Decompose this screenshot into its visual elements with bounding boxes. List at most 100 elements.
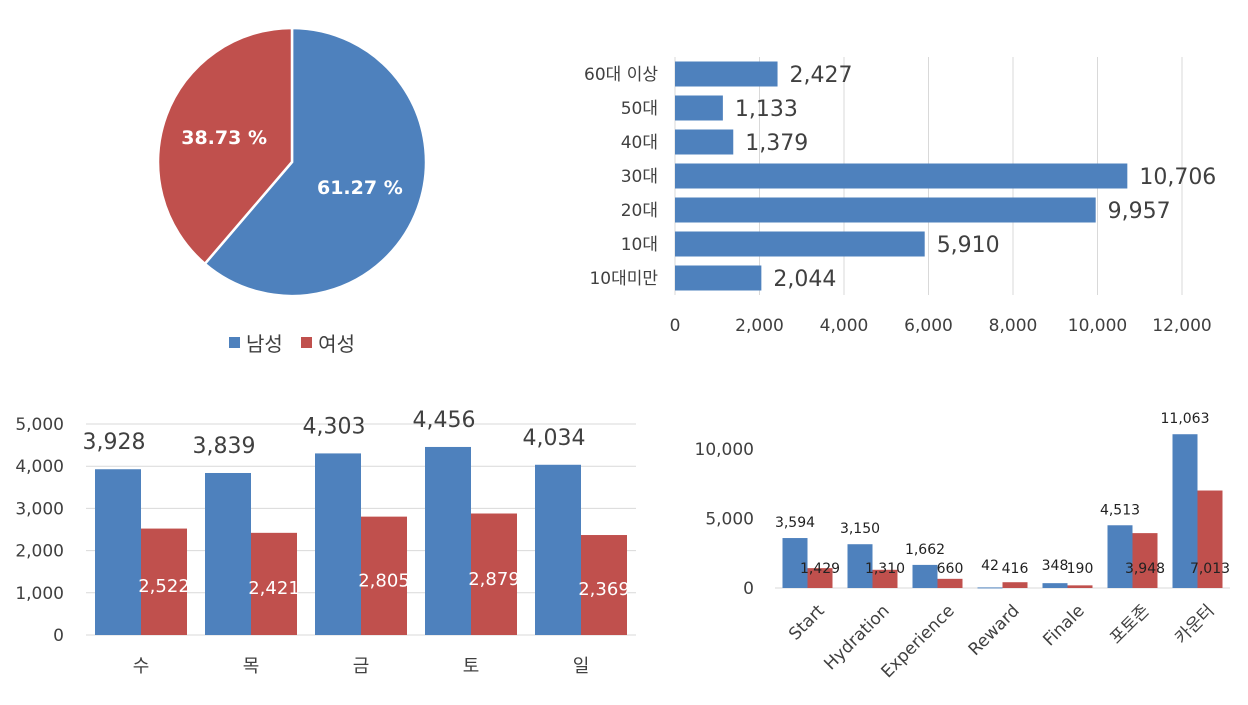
- data-label-series-1: 3,948: [1125, 561, 1165, 577]
- x-tick-label: 6,000: [904, 316, 953, 336]
- bar: [675, 197, 1096, 223]
- bar-series-0: [977, 587, 1003, 589]
- x-category-label: 목: [243, 656, 260, 677]
- x-tick-label: 4,000: [820, 316, 869, 336]
- y-category-label: 20대: [621, 201, 658, 221]
- x-category-label: 토: [463, 656, 480, 677]
- bar: [675, 231, 925, 257]
- bar-series-0: [95, 469, 141, 635]
- data-label-series-0: 4,303: [303, 414, 366, 439]
- y-tick-label: 0: [743, 579, 754, 599]
- x-tick-label: 10,000: [1068, 316, 1127, 336]
- legend-item-female: 여성: [301, 328, 355, 357]
- data-label-series-0: 3,594: [775, 515, 815, 531]
- bar-series-1: [872, 569, 898, 588]
- bar: [675, 129, 734, 155]
- legend-item-male: 남성: [229, 328, 283, 357]
- age-bar-chart-svg: 0 2,000 4,000 6,000 8,000 10,000 12,000 60대 이상 2…: [584, 57, 1216, 336]
- y-category-label: 10대미만: [589, 269, 658, 289]
- pie-label-1: 38.73 %: [181, 127, 267, 149]
- bar-series-0: [425, 446, 471, 635]
- y-category-label: 40대: [621, 133, 658, 153]
- x-category-label: 포토존: [1106, 601, 1153, 648]
- bar: [675, 265, 762, 291]
- data-label: 9,957: [1108, 199, 1171, 224]
- data-label-series-1: 7,013: [1190, 561, 1230, 577]
- bar-series-0: [315, 453, 361, 635]
- y-tick-label: 3,000: [15, 499, 64, 519]
- x-category-label: Finale: [1039, 601, 1088, 650]
- data-label-series-1: 660: [937, 561, 964, 577]
- legend-label-male: 남성: [246, 332, 283, 356]
- data-label-series-1: 190: [1067, 561, 1094, 577]
- bar-series-1: [251, 532, 297, 635]
- data-label-series-1: 1,310: [865, 561, 905, 577]
- weekday-bar-chart: 0 1,000 2,000 3,000 4,000 5,000 3,928 2,522 수 3,8…: [0, 400, 650, 700]
- data-label-series-0: 348: [1042, 558, 1069, 574]
- x-category-label: 금: [353, 656, 370, 677]
- data-label-series-0: 4,456: [413, 408, 476, 433]
- data-label-series-1: 2,369: [578, 579, 630, 600]
- x-category-label: Start: [785, 601, 829, 645]
- pie-label-0: 61.27 %: [317, 177, 403, 199]
- y-tick-label: 10,000: [695, 440, 754, 460]
- x-tick-label: 0: [670, 316, 681, 336]
- x-tick-label: 12,000: [1152, 316, 1211, 336]
- y-tick-label: 5,000: [15, 415, 64, 435]
- data-label-series-0: 3,928: [83, 430, 146, 455]
- bar-series-1: [1132, 533, 1158, 588]
- data-label-series-1: 2,421: [248, 578, 300, 599]
- y-category-label: 30대: [621, 167, 658, 187]
- pie-slice-0: [203, 26, 428, 298]
- x-category-label: 수: [133, 656, 150, 677]
- data-label-series-0: 4,034: [523, 426, 586, 451]
- data-label-series-0: 3,839: [193, 434, 256, 459]
- bar-series-1: [807, 568, 833, 588]
- zone-bar-chart: 0 5,000 10,000 3,594 1,429 Start 3,150 1,310 Hyd…: [680, 400, 1240, 700]
- y-tick-label: 5,000: [705, 510, 754, 530]
- x-tick-label: 8,000: [989, 316, 1038, 336]
- legend-swatch-male: [229, 337, 240, 348]
- y-tick-label: 4,000: [15, 457, 64, 477]
- y-category-label: 50대: [621, 99, 658, 119]
- bar-series-0: [782, 538, 808, 588]
- data-label: 5,910: [937, 233, 1000, 258]
- bar-series-1: [581, 535, 627, 635]
- legend-label-female: 여성: [318, 332, 355, 356]
- pie-legend: 남성 여성: [0, 328, 584, 357]
- legend-swatch-female: [301, 337, 313, 348]
- bar-series-0: [1172, 434, 1198, 588]
- x-category-label: 카운터: [1171, 601, 1218, 648]
- bar-series-1: [141, 528, 187, 635]
- bar-series-0: [205, 472, 251, 635]
- bar-series-1: [937, 578, 963, 588]
- data-label-series-0: 1,662: [905, 542, 945, 558]
- data-label-series-0: 11,063: [1161, 411, 1210, 427]
- age-bar-chart: 0 2,000 4,000 6,000 8,000 10,000 12,000 60대 이상 2…: [560, 40, 1240, 350]
- data-label-series-1: 416: [1002, 561, 1029, 577]
- y-tick-label: 0: [53, 626, 64, 646]
- bar: [675, 61, 778, 87]
- data-label-series-1: 2,879: [468, 569, 520, 590]
- weekday-bar-chart-svg: 0 1,000 2,000 3,000 4,000 5,000 3,928 2,522 수 3,8…: [15, 408, 636, 677]
- data-label: 10,706: [1139, 165, 1216, 190]
- bar-series-1: [471, 513, 517, 635]
- bar-series-0: [912, 564, 938, 588]
- data-label-series-0: 3,150: [840, 521, 880, 537]
- bar: [675, 95, 723, 121]
- bar-series-0: [535, 464, 581, 635]
- bar-series-0: [1042, 583, 1068, 588]
- data-label: 2,427: [790, 63, 853, 88]
- x-category-label: 일: [573, 656, 590, 677]
- bar-series-1: [1197, 490, 1223, 588]
- zone-bar-chart-svg: 05,00010,0003,5941,429Start3,1501,310Hyd…: [695, 411, 1231, 682]
- data-label-series-1: 2,805: [358, 570, 410, 591]
- pie-chart: 61.27 % 38.73 %: [0, 0, 584, 360]
- bar-series-1: [1002, 582, 1028, 588]
- x-category-label: Reward: [965, 601, 1024, 660]
- bar-series-1: [361, 516, 407, 635]
- x-tick-label: 2,000: [735, 316, 784, 336]
- bar-series-1: [1067, 585, 1093, 588]
- data-label: 2,044: [773, 267, 836, 292]
- y-category-label: 60대 이상: [584, 65, 658, 85]
